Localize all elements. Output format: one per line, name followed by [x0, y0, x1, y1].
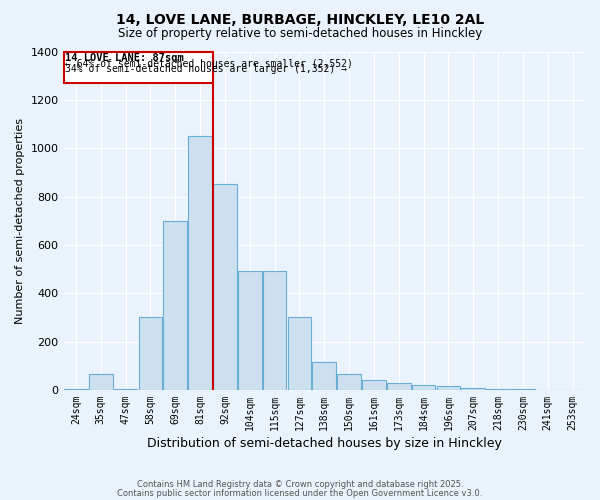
Text: 34% of semi-detached houses are larger (1,352) →: 34% of semi-detached houses are larger (…	[65, 64, 347, 74]
Text: Size of property relative to semi-detached houses in Hinckley: Size of property relative to semi-detach…	[118, 26, 482, 40]
Bar	[412, 385, 436, 390]
Bar	[89, 374, 113, 390]
Bar	[486, 389, 510, 390]
Bar	[188, 136, 212, 390]
Bar	[263, 272, 286, 390]
X-axis label: Distribution of semi-detached houses by size in Hinckley: Distribution of semi-detached houses by …	[147, 437, 502, 450]
Bar	[114, 389, 137, 390]
Bar	[337, 374, 361, 390]
Y-axis label: Number of semi-detached properties: Number of semi-detached properties	[15, 118, 25, 324]
Text: ← 64% of semi-detached houses are smaller (2,552): ← 64% of semi-detached houses are smalle…	[65, 59, 353, 69]
Text: 14 LOVE LANE: 87sqm: 14 LOVE LANE: 87sqm	[65, 54, 184, 64]
Bar	[163, 220, 187, 390]
Text: 14, LOVE LANE, BURBAGE, HINCKLEY, LE10 2AL: 14, LOVE LANE, BURBAGE, HINCKLEY, LE10 2…	[116, 12, 484, 26]
FancyBboxPatch shape	[64, 52, 212, 83]
Text: Contains HM Land Registry data © Crown copyright and database right 2025.: Contains HM Land Registry data © Crown c…	[137, 480, 463, 489]
Bar	[139, 318, 162, 390]
Bar	[238, 272, 262, 390]
Bar	[362, 380, 386, 390]
Bar	[461, 388, 485, 390]
Bar	[313, 362, 336, 390]
Text: Contains public sector information licensed under the Open Government Licence v3: Contains public sector information licen…	[118, 488, 482, 498]
Bar	[387, 382, 410, 390]
Bar	[437, 386, 460, 390]
Bar	[287, 318, 311, 390]
Bar	[213, 184, 237, 390]
